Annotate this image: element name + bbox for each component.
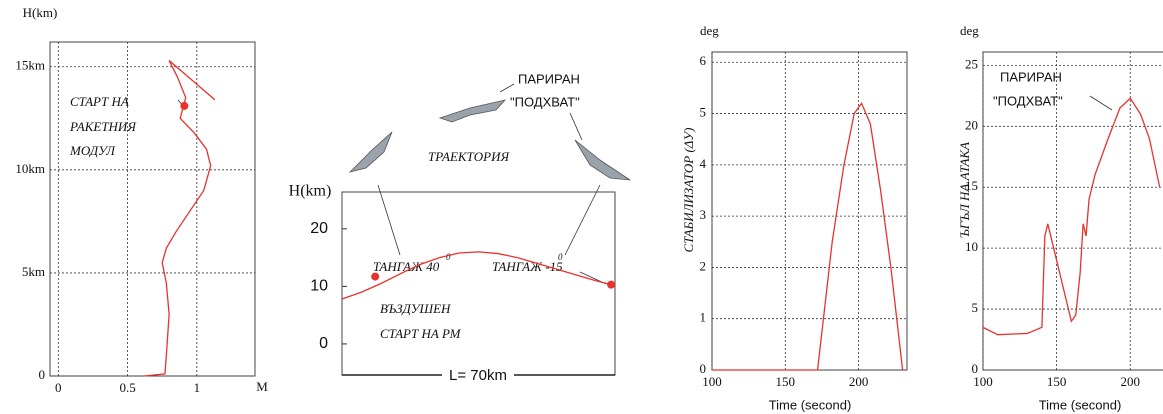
x-tick-label: 0.5 <box>119 380 135 395</box>
y-tick-label: 20 <box>965 117 978 132</box>
unit-label: deg <box>960 23 979 38</box>
annotation: "ПОДХВАТ" <box>510 94 580 109</box>
y-tick-label: 2 <box>700 258 707 273</box>
x-tick-label: 150 <box>1047 374 1067 389</box>
y-tick-label: 0 <box>319 335 328 352</box>
aircraft <box>350 132 392 172</box>
data-line <box>712 103 903 370</box>
x-axis-label: Time (second) <box>769 397 852 412</box>
x-tick-label: 200 <box>1120 374 1140 389</box>
y-tick-label: 5 <box>700 105 707 120</box>
y-axis-label: ЪГЪЛ НА АТАКА <box>957 142 972 238</box>
x-tick-label: 1 <box>194 380 201 395</box>
annotation: СТАРТ НА РМ <box>380 326 462 341</box>
annotation: ВЪЗДУШЕН <box>380 301 451 316</box>
annotation: 0 <box>558 252 563 262</box>
y-tick-label: 15km <box>15 58 45 73</box>
x-tick-label: 100 <box>973 374 993 389</box>
annotation: L= 70km <box>449 367 507 384</box>
annotation: ТРАЕКТОРИЯ <box>428 149 510 164</box>
plot-frame <box>712 52 907 370</box>
aircraft <box>575 140 630 180</box>
annotation: ПАРИРАН <box>1000 69 1062 84</box>
annotation: "ПОДХВАТ" <box>993 93 1063 108</box>
x-tick-label: 200 <box>849 374 869 389</box>
annotation: МОДУЛ <box>69 143 116 158</box>
x-tick-label: 150 <box>776 374 796 389</box>
y-tick-label: 4 <box>700 156 707 171</box>
point-marker <box>371 273 379 281</box>
x-tick-label: 0 <box>55 380 62 395</box>
point-marker <box>607 281 615 289</box>
point-marker <box>180 102 188 110</box>
y-tick-label: 6 <box>700 53 707 68</box>
data-line <box>144 61 215 376</box>
plot-frame <box>342 192 615 375</box>
y-tick-label: 10 <box>965 239 978 254</box>
y-tick-label: 20 <box>310 220 328 237</box>
y-axis-label: СТАБИЛИЗАТОР (ΔУ) <box>681 128 696 253</box>
y-tick-label: 1 <box>700 310 707 325</box>
plot-frame <box>50 42 255 376</box>
y-tick-label: 3 <box>700 207 707 222</box>
y-tick-label: 0 <box>39 367 46 382</box>
unit-label: deg <box>700 23 719 38</box>
data-line <box>983 98 1160 334</box>
x-tick-label: 100 <box>702 374 722 389</box>
annotation: РАКЕТНИЯ <box>69 119 137 134</box>
x-axis-label: M <box>256 379 268 394</box>
annotation: 0 <box>446 252 451 262</box>
y-tick-label: 10 <box>310 278 328 295</box>
y-tick-label: 25 <box>965 56 978 71</box>
annotation: СТАРТ НА <box>70 94 129 109</box>
y-tick-label: 5 <box>972 300 979 315</box>
decorations <box>350 100 630 180</box>
x-axis-label: Time (second) <box>1039 397 1122 412</box>
y-tick-label: 10km <box>15 161 45 176</box>
y-axis-label: H(km) <box>23 5 58 20</box>
y-axis-label: H(km) <box>289 183 332 200</box>
annotation: ПАРИРАН <box>518 71 580 86</box>
y-tick-label: 5km <box>22 264 45 279</box>
aircraft <box>440 100 505 122</box>
figure: 0 5km 10km 15km 0 0.5 1 H(km) M СТАРТ НА РАКЕТНИЯ М… <box>0 0 1163 414</box>
